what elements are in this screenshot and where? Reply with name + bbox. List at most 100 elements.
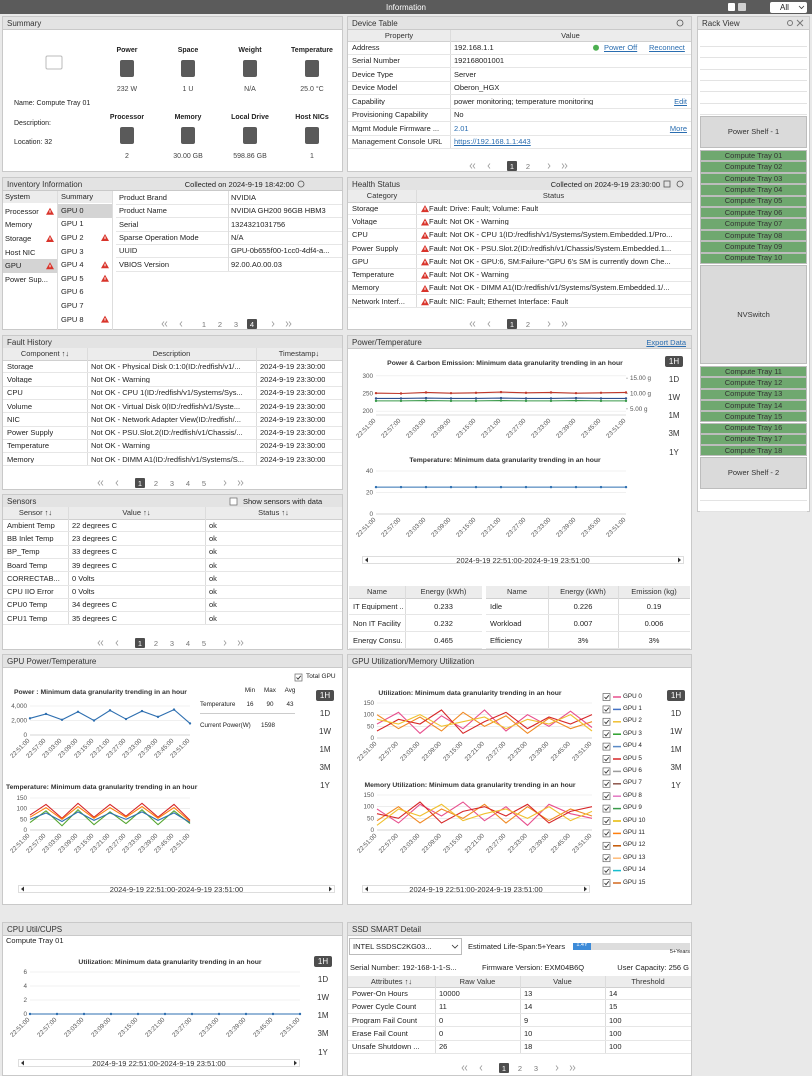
link[interactable]: More: [669, 123, 687, 133]
rack-unit-label[interactable]: Compute Tray 05: [724, 196, 783, 206]
link[interactable]: Reconnect: [649, 42, 685, 52]
tree-item[interactable]: Storage: [5, 234, 32, 243]
legend-item[interactable]: GPU 12: [623, 841, 646, 849]
range-button[interactable]: 1W: [317, 992, 329, 1002]
range-button[interactable]: 1D: [670, 708, 682, 718]
link[interactable]: Edit: [674, 96, 687, 106]
legend-item[interactable]: GPU 14: [623, 866, 646, 874]
legend-item[interactable]: GPU 0: [623, 692, 642, 700]
tree-item[interactable]: GPU 9: [61, 329, 84, 330]
page-number[interactable]: 1: [201, 319, 207, 329]
rack-unit-label[interactable]: Compute Tray 03: [724, 173, 783, 183]
page-number[interactable]: 4: [185, 638, 191, 648]
page-number[interactable]: 2: [153, 478, 159, 488]
range-button[interactable]: 1W: [670, 726, 682, 736]
rack-unit-label[interactable]: Power Shelf - 1: [727, 127, 780, 136]
legend-item[interactable]: GPU 15: [623, 878, 646, 886]
range-button[interactable]: 1D: [319, 708, 331, 718]
page-number[interactable]: 5: [201, 478, 207, 488]
range-button[interactable]: 1D: [317, 974, 329, 984]
tree-item[interactable]: GPU 1: [61, 219, 84, 229]
rack-unit-label[interactable]: Compute Tray 14: [724, 400, 783, 410]
tree-item[interactable]: Memory: [5, 220, 33, 230]
range-button[interactable]: 1D: [668, 374, 680, 384]
tree-item[interactable]: GPU 0: [61, 205, 84, 215]
range-button[interactable]: 1H: [317, 956, 329, 966]
tree-item[interactable]: GPU: [5, 261, 22, 271]
page-number[interactable]: 1: [509, 319, 515, 329]
page-number[interactable]: 2: [525, 161, 531, 171]
rack-unit-label[interactable]: Power Shelf - 2: [727, 468, 780, 477]
range-button[interactable]: 1H: [668, 356, 680, 366]
page-number[interactable]: 1: [137, 478, 143, 488]
rack-unit-label[interactable]: Compute Tray 10: [724, 253, 783, 263]
rack-unit-label[interactable]: Compute Tray 02: [724, 162, 783, 172]
legend-item[interactable]: GPU 3: [623, 729, 642, 737]
rack-unit-label[interactable]: Compute Tray 17: [724, 434, 783, 444]
tree-item[interactable]: GPU 8: [61, 314, 84, 324]
legend-item[interactable]: GPU 10: [623, 816, 646, 824]
drive-select[interactable]: [349, 938, 462, 955]
rack-unit-label[interactable]: Compute Tray 06: [724, 207, 783, 217]
page-number[interactable]: 1: [137, 638, 143, 648]
legend-item[interactable]: GPU 4: [623, 742, 642, 750]
tree-item[interactable]: GPU 4: [61, 260, 84, 270]
range-button[interactable]: 1M: [319, 744, 331, 754]
rack-unit-label[interactable]: Compute Tray 08: [724, 230, 783, 240]
tree-item[interactable]: GPU 5: [61, 273, 84, 283]
rack-unit-label[interactable]: Compute Tray 15: [724, 411, 783, 421]
page-number[interactable]: 5: [201, 638, 207, 648]
rack-unit-label[interactable]: NVSwitch: [737, 309, 770, 319]
range-button[interactable]: 1H: [670, 690, 682, 700]
legend-item[interactable]: GPU 9: [623, 804, 642, 812]
page-number[interactable]: 3: [233, 319, 239, 329]
link[interactable]: Export Data: [646, 337, 686, 347]
rack-unit-label[interactable]: Compute Tray 13: [724, 389, 783, 399]
page-number[interactable]: 2: [517, 1063, 523, 1073]
range-button[interactable]: 3M: [319, 762, 331, 772]
page-number[interactable]: 1: [501, 1063, 507, 1073]
page-number[interactable]: 2: [217, 319, 223, 329]
legend-item[interactable]: GPU 8: [623, 791, 642, 799]
range-button[interactable]: 1Y: [318, 1047, 328, 1057]
page-number[interactable]: 4: [185, 478, 191, 488]
page-number[interactable]: 3: [169, 638, 175, 648]
tree-item[interactable]: GPU 6: [61, 287, 84, 297]
legend-item[interactable]: GPU 11: [623, 828, 645, 836]
tree-item[interactable]: Host NIC: [5, 247, 36, 257]
range-button[interactable]: 3M: [317, 1029, 329, 1039]
tree-item[interactable]: Power Sup...: [5, 274, 48, 284]
page-number[interactable]: 4: [249, 319, 255, 329]
link[interactable]: Power Off: [604, 42, 638, 52]
rack-unit-label[interactable]: Compute Tray 18: [724, 445, 783, 455]
range-button[interactable]: 1H: [319, 690, 331, 700]
legend-item[interactable]: GPU 7: [623, 779, 642, 787]
range-button[interactable]: 1Y: [669, 447, 679, 457]
legend-item[interactable]: GPU 1: [623, 704, 642, 712]
legend-item[interactable]: GPU 2: [623, 717, 642, 725]
page-number[interactable]: 2: [153, 638, 159, 648]
tree-item[interactable]: GPU 3: [61, 246, 84, 256]
page-number[interactable]: 1: [509, 161, 515, 171]
range-button[interactable]: 3M: [670, 762, 682, 772]
rack-unit-label[interactable]: Compute Tray 12: [724, 377, 783, 387]
tree-item[interactable]: GPU 2: [61, 233, 84, 242]
rack-unit-label[interactable]: Compute Tray 01: [724, 150, 783, 160]
range-button[interactable]: 1M: [317, 1011, 329, 1021]
page-number[interactable]: 3: [533, 1063, 539, 1073]
rack-unit-label[interactable]: Compute Tray 09: [724, 241, 783, 251]
range-button[interactable]: 1M: [668, 411, 680, 421]
page-number[interactable]: 2: [525, 319, 531, 329]
legend-item[interactable]: GPU 5: [623, 754, 642, 762]
legend-item[interactable]: GPU 13: [623, 853, 646, 861]
legend-item[interactable]: GPU 6: [623, 766, 642, 774]
range-button[interactable]: 1Y: [320, 780, 330, 790]
range-button[interactable]: 1W: [668, 392, 680, 402]
range-button[interactable]: 3M: [668, 429, 680, 439]
rack-unit-label[interactable]: Compute Tray 11: [725, 366, 782, 376]
tree-item[interactable]: Processor: [5, 206, 39, 216]
rack-unit-label[interactable]: Compute Tray 07: [724, 219, 783, 229]
rack-unit-label[interactable]: Compute Tray 16: [724, 423, 783, 433]
filter-select[interactable]: [770, 2, 807, 13]
tree-item[interactable]: GPU 7: [61, 301, 84, 310]
